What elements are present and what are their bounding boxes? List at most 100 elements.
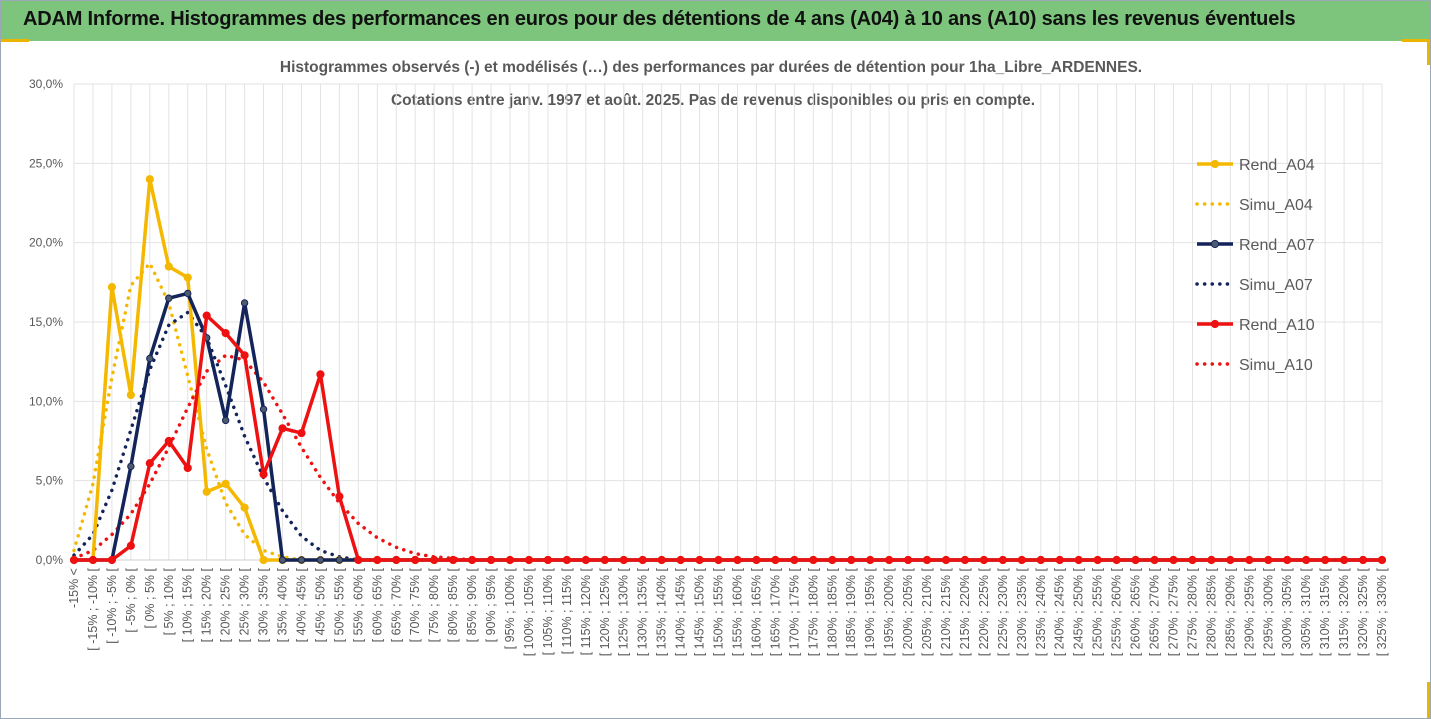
point-rend_a10 — [866, 555, 875, 565]
x-tick-label: [ 30% ; 35% [ — [257, 567, 271, 642]
chart-title: Histogrammes observés (-) et modélisés (… — [280, 59, 1142, 76]
chart-subtitle: Cotations entre janv. 1997 et août. 2025… — [391, 92, 1035, 109]
x-tick-label: [ 95% ; 100% [ — [503, 567, 517, 649]
point-rend_a10 — [562, 555, 571, 565]
x-tick-label: [ 315% ; 320% [ — [1337, 567, 1351, 656]
point-rend_a04 — [221, 479, 230, 488]
point-rend_a07 — [184, 289, 192, 298]
x-tick-label: [ 160% ; 165% [ — [749, 567, 763, 656]
x-tick-label: [ 225% ; 230% [ — [996, 567, 1010, 656]
x-tick-label: [ 165% ; 170% [ — [768, 567, 782, 656]
point-rend_a07 — [278, 556, 287, 564]
point-rend_a10 — [828, 555, 837, 565]
y-tick-label: 0,0% — [36, 553, 64, 567]
point-rend_a07 — [297, 556, 306, 564]
series-layer — [69, 175, 1387, 565]
point-rend_a10 — [979, 555, 989, 565]
point-rend_a04 — [259, 555, 268, 565]
x-tick-label: [ 285% ; 290% [ — [1223, 567, 1237, 656]
series-line-simu_a04 — [72, 261, 1384, 562]
point-rend_a10 — [259, 470, 268, 479]
x-tick-label: [ 70% ; 75% [ — [408, 567, 422, 642]
series-line-rend_a07 — [74, 291, 1382, 562]
x-tick-label: [ 195% ; 200% [ — [882, 567, 896, 656]
x-tick-label: [ 280% ; 285% [ — [1204, 567, 1218, 656]
x-tick-label: [ -15% ; -10% [ — [86, 567, 100, 650]
legend-label-simu_a10: Simu_A10 — [1239, 357, 1313, 374]
point-rend_a10 — [1169, 555, 1178, 565]
x-tick-label: [ 80% ; 85% [ — [446, 567, 460, 642]
point-rend_a10 — [1207, 555, 1216, 565]
report-banner: ADAM Informe. Histogrammes des performan… — [1, 1, 1430, 41]
legend-marker — [1210, 319, 1220, 329]
x-tick-label: [ 190% ; 195% [ — [863, 567, 877, 656]
point-rend_a10 — [1226, 555, 1235, 565]
point-rend_a10 — [145, 459, 154, 468]
x-tick-label: [ 20% ; 25% [ — [219, 567, 233, 642]
x-tick-label: [ 200% ; 205% [ — [901, 567, 915, 656]
x-tick-label: [ -5% ; 0% [ — [124, 567, 138, 632]
x-tick-label: [ 50% ; 55% [ — [332, 567, 346, 642]
gridlines — [73, 83, 1383, 561]
x-tick-label: [ 305% ; 310% [ — [1299, 567, 1313, 656]
point-rend_a10 — [1245, 555, 1254, 565]
x-tick-label: [ 265% ; 270% [ — [1148, 567, 1162, 656]
point-rend_a07 — [146, 354, 154, 363]
x-tick-label: [ 235% ; 240% [ — [1034, 567, 1048, 656]
point-rend_a10 — [941, 555, 951, 565]
x-tick-label: [ 210% ; 215% [ — [939, 567, 953, 656]
point-rend_a10 — [202, 311, 211, 320]
point-rend_a10 — [107, 555, 117, 565]
point-rend_a04 — [183, 273, 192, 282]
point-rend_a04 — [202, 487, 211, 496]
point-rend_a10 — [278, 424, 287, 433]
series-line-rend_a10 — [74, 313, 1382, 562]
point-rend_a10 — [126, 541, 135, 550]
x-tick-label: [ 155% ; 160% [ — [730, 567, 744, 656]
x-tick-label: -15% < — [67, 568, 81, 608]
x-tick-label: [ 130% ; 135% [ — [636, 567, 650, 656]
x-tick-label: [ 270% ; 275% [ — [1166, 567, 1180, 656]
legend-marker — [1210, 159, 1220, 169]
x-tick-label: [ 40% ; 45% [ — [294, 567, 308, 642]
point-rend_a10 — [1321, 555, 1330, 565]
point-rend_a10 — [164, 436, 173, 446]
x-tick-label: [ 150% ; 155% [ — [712, 567, 726, 656]
point-rend_a10 — [790, 555, 799, 565]
point-rend_a04 — [126, 390, 135, 400]
x-tick-label: [ 240% ; 245% [ — [1053, 567, 1067, 656]
point-rend_a10 — [430, 555, 439, 565]
x-tick-label: [ 245% ; 250% [ — [1072, 567, 1086, 656]
point-rend_a10 — [885, 555, 894, 565]
legend-label-rend_a10: Rend_A10 — [1239, 317, 1315, 334]
x-tick-label: [ 135% ; 140% [ — [655, 567, 669, 656]
point-rend_a10 — [543, 555, 553, 565]
point-rend_a10 — [354, 555, 363, 565]
point-rend_a10 — [676, 555, 685, 565]
point-rend_a10 — [449, 555, 458, 565]
point-rend_a10 — [695, 555, 704, 565]
point-rend_a10 — [657, 555, 666, 565]
x-tick-label: [ 255% ; 260% [ — [1110, 567, 1124, 656]
point-rend_a10 — [486, 555, 496, 565]
point-rend_a10 — [1131, 555, 1140, 565]
point-rend_a10 — [392, 555, 401, 565]
corner-mark-top-left — [1, 39, 29, 42]
point-rend_a10 — [733, 555, 742, 565]
point-rend_a10 — [183, 463, 192, 473]
point-rend_a10 — [316, 370, 325, 379]
point-rend_a10 — [619, 555, 628, 565]
x-tick-label: [ 100% ; 105% [ — [522, 567, 536, 656]
legend-label-rend_a04: Rend_A04 — [1239, 157, 1315, 174]
point-rend_a10 — [1264, 555, 1273, 565]
x-tick-label: [ 0% ; 5% [ — [143, 567, 157, 628]
point-rend_a10 — [1150, 555, 1159, 565]
point-rend_a10 — [752, 555, 761, 565]
x-tick-label: [ 25% ; 30% [ — [238, 567, 252, 642]
x-tick-label: [ 115% ; 120% [ — [579, 567, 593, 655]
histogram-chart: Histogrammes observés (-) et modélisés (… — [29, 59, 1389, 656]
x-tick-label: [ 110% ; 115% [ — [560, 567, 574, 654]
y-axis: 0,0% 5,0% 10,0% 15,0% 20,0% 25,0% 30,0% — [29, 77, 63, 567]
x-tick-label: [ 325% ; 330% [ — [1375, 567, 1389, 656]
